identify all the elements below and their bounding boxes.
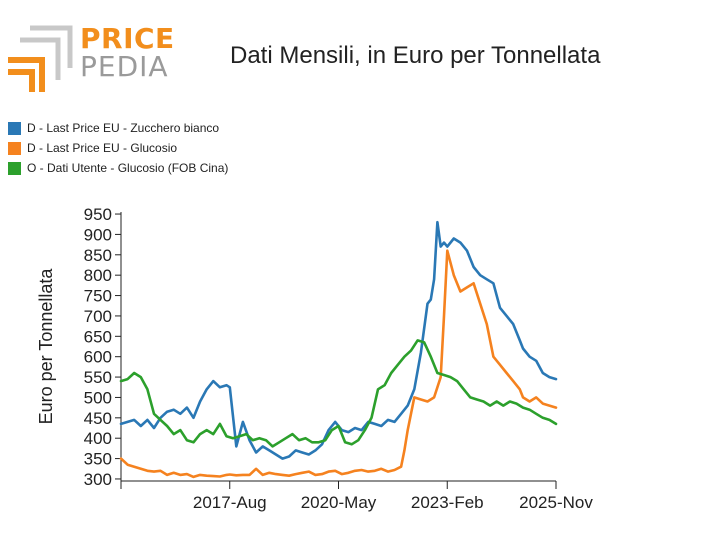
- y-tick-label: 450: [84, 409, 112, 428]
- pricepedia-logo: PRICE PEDIA: [8, 20, 174, 95]
- y-tick-label: 800: [84, 266, 112, 285]
- x-tick-label: 2020-May: [301, 493, 377, 512]
- chart-title: Dati Mensili, in Euro per Tonnellata: [230, 42, 601, 69]
- y-tick-label: 500: [84, 388, 112, 407]
- chart-legend: D - Last Price EU - Zucchero bianco D - L…: [8, 118, 228, 178]
- y-tick-label: 400: [84, 429, 112, 448]
- legend-swatch: [8, 121, 21, 135]
- logo-word-pedia: PEDIA: [80, 50, 169, 83]
- y-tick-label: 700: [84, 307, 112, 326]
- x-tick-label: 2025-Nov: [519, 493, 593, 512]
- logo-mark-icon: [8, 25, 73, 92]
- y-tick-label: 900: [84, 225, 112, 244]
- x-tick-label: 2023-Feb: [411, 493, 484, 512]
- y-axis-title: Euro per Tonnellata: [36, 268, 56, 425]
- y-tick-label: 350: [84, 450, 112, 469]
- legend-label: D - Last Price EU - Zucchero bianco: [27, 121, 220, 135]
- legend-swatch: [8, 161, 21, 175]
- series-line-3: [119, 339, 558, 448]
- legend-item: D - Last Price EU - Zucchero bianco: [8, 118, 228, 138]
- legend-label: D - Last Price EU - Glucosio: [27, 141, 178, 155]
- y-tick-label: 850: [84, 246, 112, 265]
- y-tick-label: 650: [84, 327, 112, 346]
- legend-item: O - Dati Utente - Glucosio (FOB Cina): [8, 158, 228, 178]
- legend-item: D - Last Price EU - Glucosio: [8, 138, 228, 158]
- y-tick-label: 950: [84, 205, 112, 224]
- y-tick-label: 750: [84, 287, 112, 306]
- x-tick-label: 2017-Aug: [193, 493, 267, 512]
- y-tick-label: 550: [84, 368, 112, 387]
- legend-label: O - Dati Utente - Glucosio (FOB Cina): [27, 161, 229, 175]
- legend-swatch: [8, 141, 21, 155]
- series-line-1: [119, 220, 558, 460]
- y-tick-label: 600: [84, 348, 112, 367]
- series-line-2: [119, 249, 558, 479]
- logo-word-price: PRICE: [80, 22, 175, 55]
- y-tick-label: 300: [84, 470, 112, 489]
